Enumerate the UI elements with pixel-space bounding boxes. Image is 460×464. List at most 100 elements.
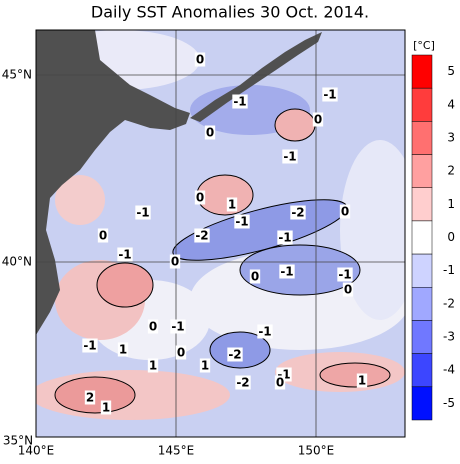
colorbar-tick-label: 4 — [447, 97, 455, 111]
colorbar-segment — [411, 353, 433, 388]
contour-label: 0 — [177, 346, 185, 360]
contour-label: -2 — [236, 376, 249, 390]
contour-label-box — [226, 197, 238, 212]
colorbar-tick-label: -3 — [443, 330, 455, 344]
contour-label: -1 — [258, 325, 271, 339]
contour-label-box — [169, 254, 181, 269]
lat-label: 40°N — [2, 255, 32, 269]
contour-label: 0 — [314, 113, 322, 127]
contour-label: 0 — [251, 270, 259, 284]
contour-label-box — [235, 375, 251, 390]
contour-label-box — [194, 52, 206, 67]
contour-label: -2 — [291, 206, 304, 220]
contour-label: -1 — [118, 248, 131, 262]
contour-label: -1 — [235, 215, 248, 229]
contour-label-box — [175, 345, 187, 360]
contour-label-box — [117, 342, 129, 357]
contour-label-box — [337, 267, 353, 282]
contour-label: 0 — [276, 376, 284, 390]
colorbar-tick-label: -1 — [443, 263, 455, 277]
colorbar-tick-label: -5 — [443, 396, 455, 410]
graticule — [36, 30, 405, 437]
map-area: 0-1 -100-10 1-1 -2 00 -2-1-1-1 00 -1 -100 -1 -1-1 1… — [36, 30, 405, 437]
lat-label: 35°N — [3, 434, 33, 448]
contour-label-box — [194, 190, 206, 205]
colorbar-segment — [411, 287, 433, 321]
contour-label-box — [277, 230, 293, 245]
contour-label-box — [82, 338, 98, 353]
contour-label-box — [274, 375, 286, 390]
contour-label: 1 — [119, 343, 127, 357]
colorbar-tick-label: 3 — [447, 130, 455, 144]
colorbar-segment — [411, 220, 433, 255]
contour-label-box — [170, 319, 186, 334]
contour-label: -1 — [280, 265, 293, 279]
colorbar-tick-label: 1 — [447, 197, 455, 211]
lat-label: 45°N — [2, 68, 32, 82]
contour-label: 0 — [206, 126, 214, 140]
colorbar-unit: [°C] — [413, 39, 435, 52]
contour-label: -2 — [228, 348, 241, 362]
colorbar-tick-label: -2 — [443, 296, 455, 310]
contour-label-box — [199, 358, 211, 373]
contour-label-box — [204, 125, 216, 140]
colorbar-segment — [411, 87, 433, 122]
contour-label-box — [257, 324, 273, 339]
map-frame — [35, 29, 406, 438]
contour-label-box — [147, 358, 159, 373]
contour-label-box — [84, 390, 96, 405]
colorbar-tick-label: 0 — [447, 230, 455, 244]
contour-label-box — [282, 149, 298, 164]
contour-label: 0 — [99, 229, 107, 243]
contour-label: -1 — [283, 150, 296, 164]
contour-label: 0 — [171, 255, 179, 269]
contour-label-box — [135, 205, 151, 220]
contour-label-box — [232, 94, 248, 109]
lon-label: 150°E — [298, 444, 335, 458]
contour-label: 2 — [86, 391, 94, 405]
contour-label: 1 — [201, 359, 209, 373]
contour-label: -2 — [195, 229, 208, 243]
contour-label-box — [279, 264, 295, 279]
contour-label-box — [147, 319, 159, 334]
map-title: Daily SST Anomalies 30 Oct. 2014. — [91, 3, 369, 22]
lon-label: 145°E — [158, 444, 195, 458]
contour-label: -1 — [278, 231, 291, 245]
contour-label-box — [356, 373, 368, 388]
colorbar-segment — [411, 54, 433, 89]
contour-label: 1 — [149, 359, 157, 373]
colorbar-segment — [411, 187, 433, 222]
contour-label: 0 — [196, 191, 204, 205]
contour-label-box — [312, 112, 324, 127]
contour-label: -1 — [233, 95, 246, 109]
colorbar-tick-label: 2 — [447, 164, 455, 178]
contour-label-box — [117, 247, 133, 262]
contour-label: 0 — [344, 283, 352, 297]
contour-label-box — [97, 228, 109, 243]
colorbar-segment — [411, 253, 433, 288]
contour-label-box — [339, 204, 351, 219]
contour-label: -1 — [338, 268, 351, 282]
contour-label-box — [322, 87, 338, 102]
contour-label: -1 — [171, 320, 184, 334]
contour-label-box — [290, 205, 306, 220]
colorbar-tick-label: 5 — [447, 64, 455, 78]
contour-label: 0 — [149, 320, 157, 334]
contour-label-box — [194, 228, 210, 243]
contour-label-box — [249, 269, 261, 284]
colorbar-segment — [411, 121, 433, 155]
colorbar-segment — [411, 320, 433, 354]
contour-label: -1 — [323, 88, 336, 102]
land — [36, 30, 190, 335]
contour-label-box — [100, 400, 112, 415]
contour-label-box — [227, 347, 243, 362]
islands — [190, 32, 322, 122]
contour-label-box — [342, 282, 354, 297]
colorbar-segment — [411, 154, 433, 188]
contour-label: -1 — [83, 339, 96, 353]
contour-label: 0 — [341, 205, 349, 219]
contour-label: 1 — [228, 198, 236, 212]
contour-label: 1 — [102, 401, 110, 415]
contour-label: 0 — [196, 53, 204, 67]
